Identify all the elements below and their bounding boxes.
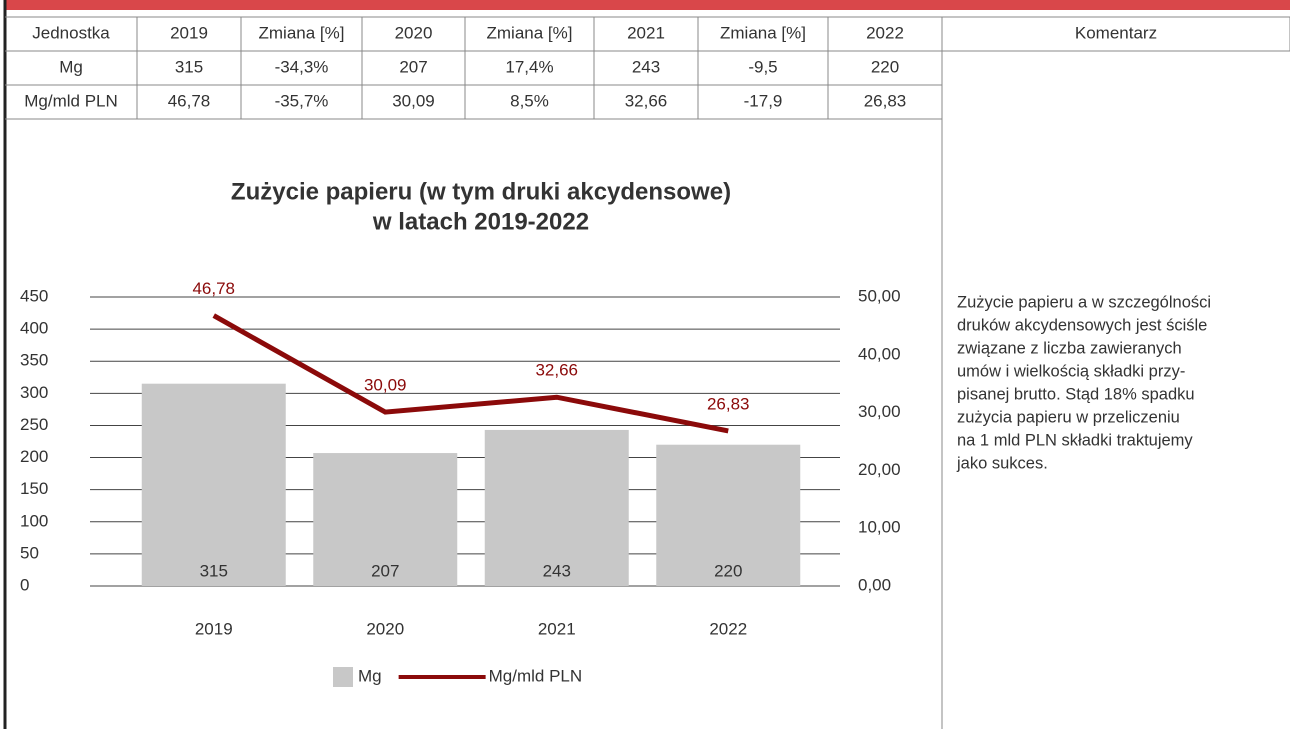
y-tick-label: 150 [20, 479, 48, 498]
header-cell: 2021 [627, 23, 665, 42]
bar [484, 429, 629, 586]
y2-tick-label: 40,00 [858, 344, 901, 363]
header-cell: Komentarz [1075, 23, 1157, 42]
x-tick-label: 2019 [195, 619, 233, 638]
table-cell: 220 [871, 57, 899, 76]
y-tick-label: 450 [20, 286, 48, 305]
x-tick-label: 2020 [366, 619, 404, 638]
comment-line: umów i wielkością składki przy- [957, 362, 1185, 380]
y2-tick-label: 20,00 [858, 460, 901, 479]
table-cell: -35,7% [275, 91, 329, 110]
table-cell: 315 [175, 57, 203, 76]
line-label: 46,78 [192, 279, 235, 298]
comment-line: na 1 mld PLN składki traktujemy [957, 431, 1193, 449]
table-cell: 46,78 [168, 91, 211, 110]
comment-line: jako sukces. [956, 454, 1048, 472]
bar-label: 315 [200, 561, 228, 580]
table-cell: Mg/mld PLN [24, 91, 118, 110]
line-label: 26,83 [707, 394, 750, 413]
bar-label: 207 [371, 561, 399, 580]
y2-tick-label: 30,00 [858, 402, 901, 421]
header-cell: Jednostka [32, 23, 110, 42]
line [212, 313, 729, 434]
x-tick-label: 2021 [538, 619, 576, 638]
bar-label: 243 [543, 561, 571, 580]
table-cell: -9,5 [748, 57, 777, 76]
header-cell: 2020 [395, 23, 433, 42]
y-tick-label: 300 [20, 383, 48, 402]
table-cell: Mg [59, 57, 83, 76]
x-tick-label: 2022 [709, 619, 747, 638]
y-tick-label: 200 [20, 447, 48, 466]
y-tick-label: 50 [20, 543, 39, 562]
header-cell: Zmiana [%] [259, 23, 345, 42]
table-cell: -34,3% [275, 57, 329, 76]
y-tick-label: 0 [20, 575, 29, 594]
bar-label: 220 [714, 561, 742, 580]
bar [141, 383, 286, 586]
line-label: 30,09 [364, 376, 407, 395]
bar [313, 453, 458, 586]
y2-tick-label: 50,00 [858, 286, 901, 305]
line-label: 32,66 [535, 361, 578, 380]
comment-line: pisanej brutto. Stąd 18% spadku [957, 385, 1195, 403]
legend-label: Mg [358, 666, 382, 685]
chart-title: w latach 2019-2022 [372, 208, 589, 235]
y2-tick-label: 0,00 [858, 575, 891, 594]
y-tick-label: 100 [20, 511, 48, 530]
header-cell: 2019 [170, 23, 208, 42]
header-cell: 2022 [866, 23, 904, 42]
table-cell: 243 [632, 57, 660, 76]
table-cell: -17,9 [744, 91, 783, 110]
legend-swatch [333, 667, 353, 687]
y-tick-label: 250 [20, 415, 48, 434]
comment-line: druków akcydensowych jest ściśle [957, 316, 1207, 334]
y-tick-label: 400 [20, 319, 48, 338]
header-cell: Zmiana [%] [487, 23, 573, 42]
table-cell: 32,66 [625, 91, 668, 110]
header-cell: Zmiana [%] [720, 23, 806, 42]
top-bar [5, 0, 1290, 10]
legend-label: Mg/mld PLN [489, 666, 583, 685]
chart-title: Zużycie papieru (w tym druki akcydensowe… [231, 178, 731, 205]
table-cell: 8,5% [510, 91, 549, 110]
table-cell: 26,83 [864, 91, 907, 110]
comment-line: związane z liczba zawieranych [957, 339, 1182, 357]
y-tick-label: 350 [20, 351, 48, 370]
bar [656, 444, 801, 586]
table-cell: 30,09 [392, 91, 435, 110]
table-cell: 17,4% [505, 57, 553, 76]
comment-line: zużycia papieru w przeliczeniu [957, 408, 1180, 426]
table-cell: 207 [399, 57, 427, 76]
comment-line: Zużycie papieru a w szczególności [957, 293, 1211, 311]
y2-tick-label: 10,00 [858, 518, 901, 537]
